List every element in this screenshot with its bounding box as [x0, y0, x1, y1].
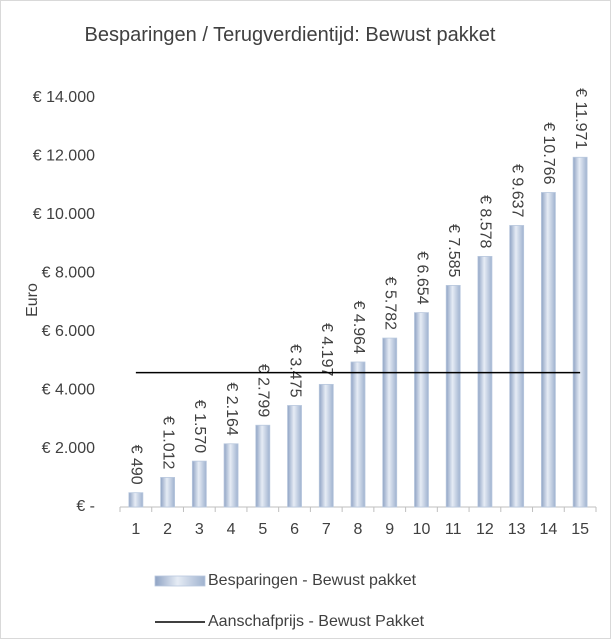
- x-tick-label: 6: [290, 521, 299, 538]
- x-tick-label: 11: [445, 521, 462, 538]
- y-tick-label: € 8.000: [42, 265, 95, 282]
- data-label: € 1.012: [159, 416, 176, 469]
- data-label: € 4.964: [350, 301, 367, 354]
- bar: [160, 477, 176, 508]
- x-tick-label: 1: [131, 521, 140, 538]
- bar: [191, 460, 207, 508]
- bar: [128, 492, 144, 508]
- bar: [350, 361, 366, 508]
- data-label: € 1.570: [191, 400, 208, 453]
- bar: [287, 405, 302, 508]
- data-label: € 2.799: [255, 364, 272, 417]
- chart-title: Besparingen / Terugverdientijd: Bewust p…: [84, 24, 496, 46]
- x-tick-label: 2: [163, 521, 172, 538]
- bar: [223, 443, 239, 508]
- y-axis-label: Euro: [24, 283, 41, 317]
- x-tick-label: 4: [227, 521, 236, 538]
- data-label: € 8.578: [477, 195, 494, 248]
- legend-label: Besparingen - Bewust pakket: [208, 572, 417, 589]
- x-tick-label: 15: [571, 521, 589, 538]
- data-label: € 490: [128, 445, 145, 485]
- legend-label: Aanschafprijs - Bewust Pakket: [208, 613, 425, 630]
- data-label: € 7.585: [445, 224, 462, 277]
- y-tick-label: € 6.000: [42, 323, 95, 340]
- bar: [509, 225, 525, 508]
- data-label: € 3.475: [286, 344, 303, 397]
- x-tick-label: 7: [322, 521, 331, 538]
- y-tick-label: € 2.000: [42, 440, 95, 457]
- bar: [414, 312, 429, 508]
- y-tick-label: € 10.000: [33, 206, 95, 223]
- y-tick-label: € 14.000: [33, 89, 95, 106]
- y-tick-label: € 12.000: [33, 148, 95, 165]
- y-tick-label: € -: [76, 498, 95, 515]
- bar: [255, 424, 271, 508]
- bar: [318, 383, 334, 508]
- x-tick-label: 5: [258, 521, 267, 538]
- bar: [541, 192, 556, 508]
- x-tick-label: 8: [354, 521, 363, 538]
- bar: [572, 156, 588, 508]
- x-tick-label: 3: [195, 521, 204, 538]
- x-tick-label: 9: [385, 521, 394, 538]
- legend-swatch: [154, 575, 206, 587]
- data-label: € 9.637: [508, 164, 525, 217]
- data-label: € 10.766: [540, 122, 557, 184]
- x-tick-label: 13: [508, 521, 526, 538]
- data-label: € 5.782: [381, 277, 398, 330]
- x-tick-label: 10: [413, 521, 431, 538]
- x-tick-label: 12: [476, 521, 494, 538]
- data-label: € 4.197: [318, 323, 335, 376]
- data-label: € 6.654: [413, 251, 430, 304]
- y-tick-label: € 4.000: [42, 381, 95, 398]
- x-tick-label: 14: [540, 521, 558, 538]
- bar: [445, 285, 461, 508]
- bar: [477, 255, 493, 508]
- data-label: € 2.164: [223, 382, 240, 435]
- data-label: € 11.971: [572, 88, 589, 149]
- bar: [382, 337, 398, 508]
